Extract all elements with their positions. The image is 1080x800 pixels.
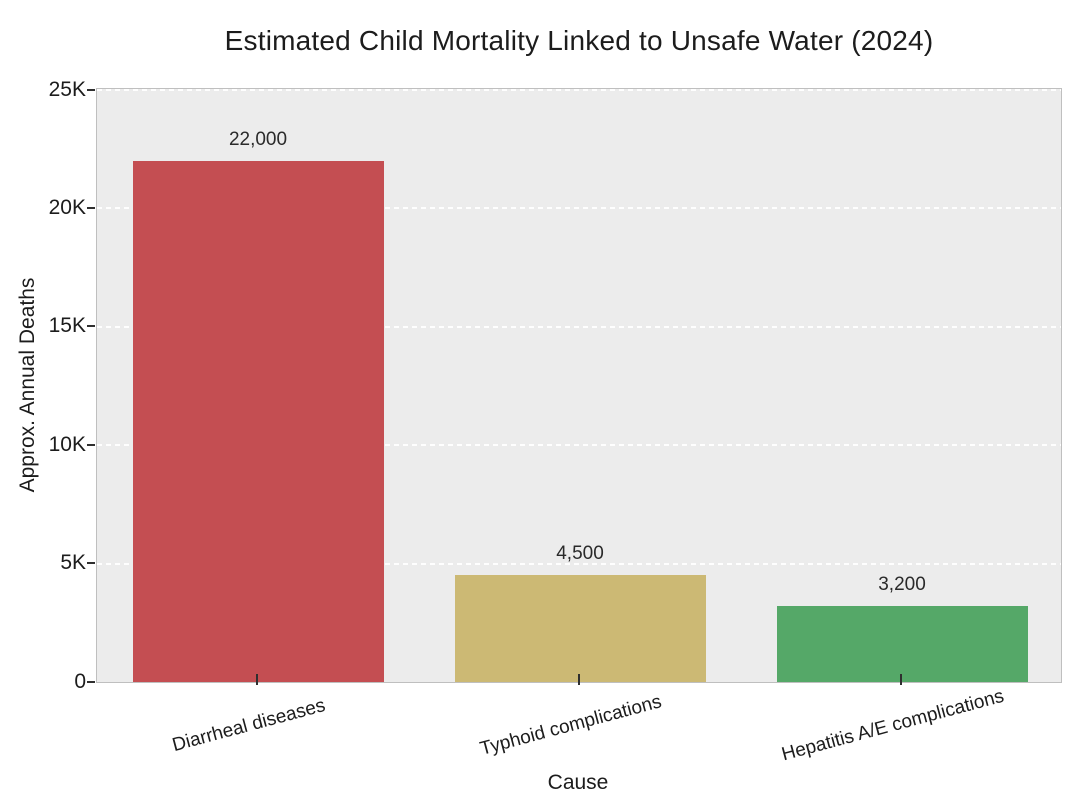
y-tick-label: 20K: [48, 195, 86, 219]
y-tick-label: 10K: [48, 432, 86, 456]
bar-3: [776, 606, 1028, 682]
y-tick-mark: [87, 325, 95, 328]
bar-value-label: 22,000: [228, 129, 288, 151]
bar-1: [132, 161, 384, 682]
y-tick-mark: [87, 443, 95, 446]
y-tick-label: 0: [74, 669, 86, 693]
y-tick-mark: [87, 562, 95, 565]
x-tick-label: Hepatitis A/E complications: [779, 685, 1007, 766]
y-tick-mark: [87, 680, 95, 683]
x-tick-label: Diarrheal diseases: [170, 695, 328, 757]
x-axis-label: Cause: [547, 771, 609, 794]
y-axis-label: Approx. Annual Deaths: [16, 277, 39, 493]
x-tick-label: Typhoid complications: [477, 691, 664, 760]
plot-area: 22,000 4,500 3,200: [96, 88, 1062, 683]
bar-2: [454, 575, 706, 682]
x-tick-mark: [256, 674, 258, 685]
bar-value-label: 3,200: [878, 574, 926, 596]
y-tick-label: 15K: [48, 314, 86, 338]
x-tick-mark: [578, 674, 580, 685]
x-tick-mark: [900, 674, 902, 685]
y-tick-mark: [87, 206, 95, 209]
gridline: [97, 89, 1061, 91]
bar-value-label: 4,500: [556, 543, 604, 565]
y-tick-mark: [87, 88, 95, 91]
y-tick-label: 25K: [48, 77, 86, 101]
y-tick-label: 5K: [60, 551, 86, 575]
chart-title: Estimated Child Mortality Linked to Unsa…: [224, 25, 934, 56]
